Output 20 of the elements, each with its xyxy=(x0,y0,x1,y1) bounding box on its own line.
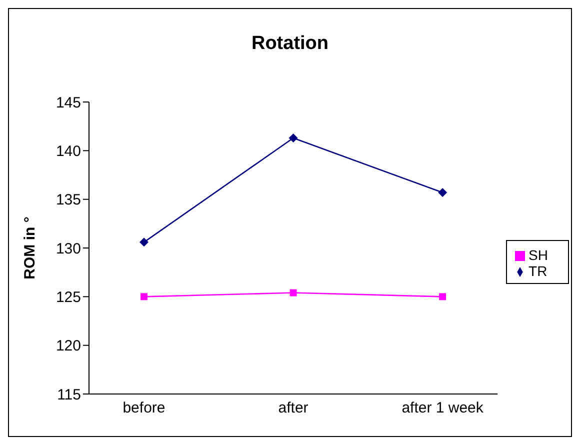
point xyxy=(140,238,148,247)
x-tick-label: after xyxy=(278,400,308,417)
y-tick-label: 130 xyxy=(56,240,81,258)
y-tick-label: 140 xyxy=(56,142,81,160)
point xyxy=(290,289,297,296)
x-tick-label: before xyxy=(122,400,166,417)
y-tick-label: 120 xyxy=(56,338,81,355)
y-tick-label: 145 xyxy=(56,94,81,112)
point xyxy=(438,188,448,198)
point xyxy=(439,293,446,300)
legend-label: TR xyxy=(528,262,548,278)
y-tick-label: 115 xyxy=(57,386,81,404)
point xyxy=(288,134,298,143)
chart-title: Rotation xyxy=(250,33,330,55)
legend-label: SH xyxy=(528,246,548,262)
y-tick-label: 135 xyxy=(56,192,81,209)
x-tick-label: after 1 week xyxy=(402,400,484,417)
point xyxy=(140,293,148,300)
y-tick-label: 125 xyxy=(56,288,81,306)
y-axis-title: ROM in ° xyxy=(21,216,38,280)
